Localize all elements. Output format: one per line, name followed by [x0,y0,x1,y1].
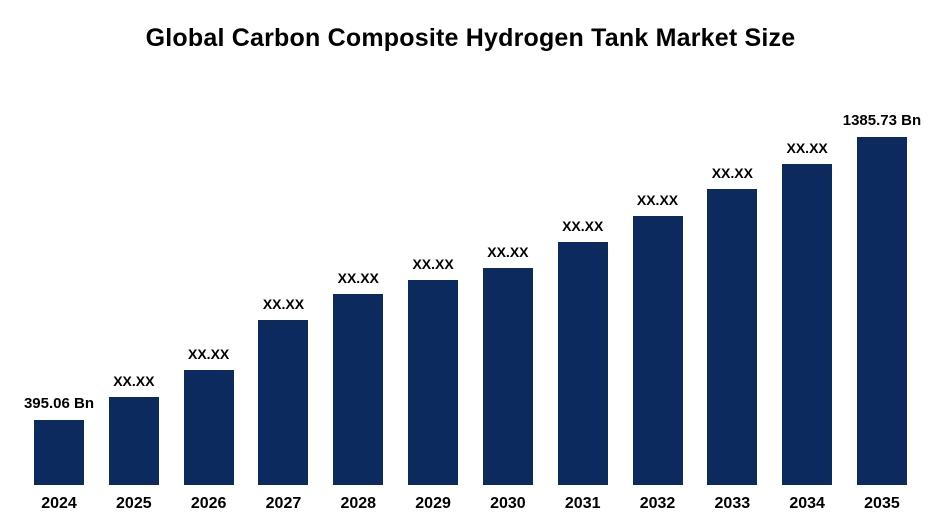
bar-group-2035: 1385.73 Bn 2035 [842,84,922,513]
bar [108,397,159,485]
bar-value-label: 395.06 Bn [23,395,95,412]
x-axis-label: 2028 [340,495,377,512]
bar [333,294,384,485]
bar-group-2030: XX.XX 2030 [471,84,545,513]
x-axis-label: 2031 [564,495,601,512]
bar-group-2027: XX.XX 2027 [246,84,320,513]
x-axis-label: 2034 [789,495,825,512]
bar [183,370,234,485]
bar [856,137,907,485]
bar-value-label: XX.XX [636,192,679,208]
bar-group-2029: XX.XX 2029 [396,84,470,513]
bar [632,216,683,485]
bar [258,320,309,485]
bar-chart-plot-area: 395.06 Bn 2024 XX.XX 2025 XX.XX 2026 XX.XX 2027… [22,84,922,513]
bar-value-label: XX.XX [412,256,454,272]
x-axis-label: 2030 [490,495,526,512]
x-axis-label: 2032 [639,495,676,512]
bar [482,268,533,485]
bar-group-2026: XX.XX 2026 [172,84,246,513]
bar-value-label: XX.XX [786,140,828,156]
chart-title: Global Carbon Composite Hydrogen Tank Ma… [145,24,796,52]
x-axis-label: 2033 [714,495,751,512]
bar-value-label: XX.XX [337,270,379,286]
bar-value-label: 1385.73 Bn [842,112,922,129]
bar [557,242,608,485]
bar-group-2032: XX.XX 2032 [621,84,695,513]
bar-value-label: XX.XX [262,296,305,312]
bar-group-2025: XX.XX 2025 [97,84,171,513]
bar-value-label: XX.XX [711,165,753,181]
bar-group-2028: XX.XX 2028 [321,84,395,513]
x-axis-label: 2025 [116,495,152,512]
bar [782,164,833,485]
x-axis-label: 2024 [41,495,77,512]
bar-value-label: XX.XX [562,218,604,234]
x-axis-label: 2027 [265,495,302,512]
bar [707,189,758,485]
x-axis-label: 2029 [415,495,451,512]
bar-value-label: XX.XX [188,346,230,362]
x-axis-label: 2035 [864,495,900,512]
bar-value-label: XX.XX [487,244,529,260]
bar [34,420,84,485]
bar-group-2031: XX.XX 2031 [546,84,620,513]
x-axis-label: 2026 [190,495,227,512]
bar-group-2034: XX.XX 2034 [770,84,844,513]
bar-group-2033: XX.XX 2033 [695,84,769,513]
bar [408,280,459,485]
bar-group-2024: 395.06 Bn 2024 [22,84,96,513]
bar-value-label: XX.XX [113,373,155,389]
